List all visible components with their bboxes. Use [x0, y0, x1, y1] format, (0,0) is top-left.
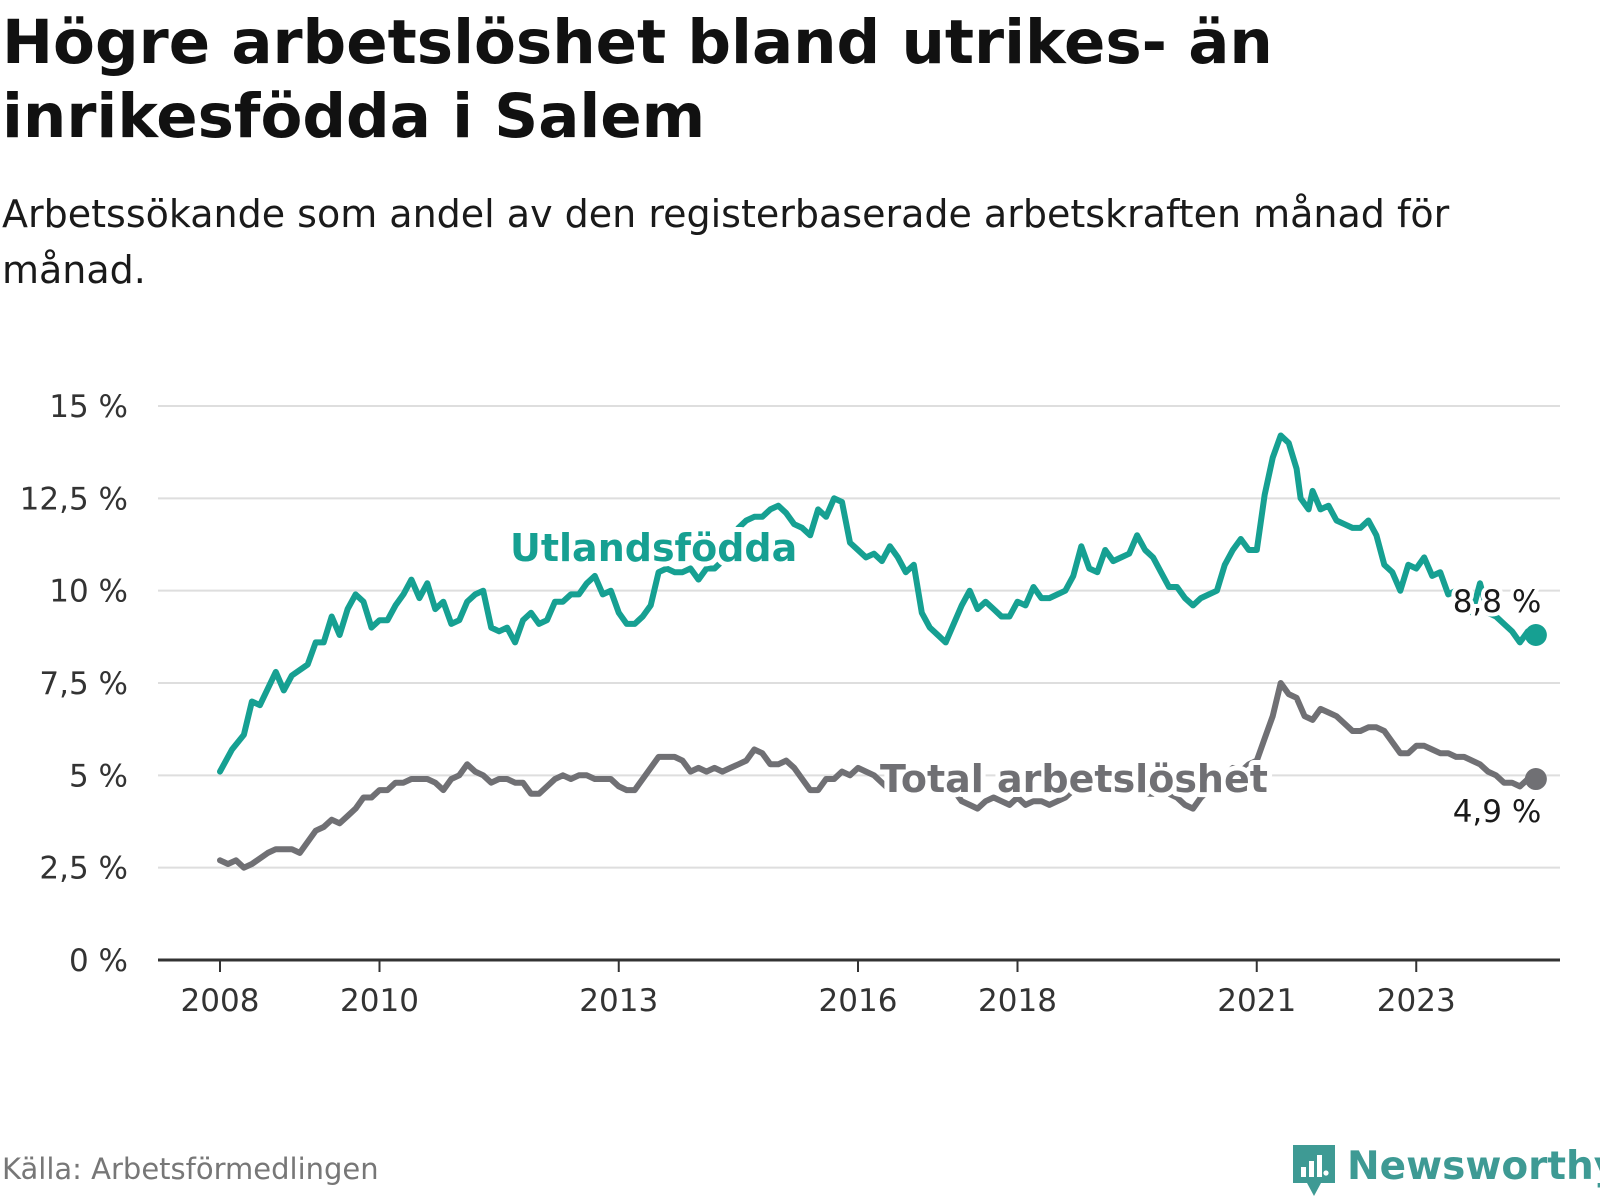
- y-axis-tick-labels: 0 % 2,5 % 5 % 7,5 % 10 % 12,5 % 15 %: [20, 389, 128, 979]
- x-tick-label: 2021: [1217, 983, 1296, 1019]
- x-tick-label: 2008: [181, 983, 260, 1019]
- y-tick-label: 15 %: [49, 389, 128, 425]
- chart-title: Högre arbetslöshet bland utrikes- än inr…: [2, 7, 1273, 152]
- series-line-utlandsfodda: [217, 432, 1539, 775]
- x-axis: 2008 2010 2013 2016 2018 2021 2023: [158, 958, 1560, 1019]
- brand-logo: Newsworthy: [1291, 1139, 1600, 1201]
- x-tick-label: 2010: [340, 983, 419, 1019]
- series-label-utlandsfodda: Utlandsfödda: [510, 526, 797, 570]
- series-layer: [217, 432, 1547, 871]
- chart-bubble-icon: [1293, 1145, 1335, 1196]
- y-tick-label: 5 %: [69, 758, 128, 794]
- y-tick-label: 10 %: [49, 574, 128, 610]
- x-tick-label: 2018: [978, 983, 1057, 1019]
- y-tick-label: 12,5 %: [20, 481, 128, 517]
- chart-subtitle: Arbetssökande som andel av den registerb…: [2, 192, 1450, 292]
- x-tick-label: 2016: [819, 983, 898, 1019]
- end-label-total: 4,9 %: [1453, 794, 1542, 830]
- series-label-total: Total arbetslöshet: [880, 757, 1268, 801]
- series-end-point: [1524, 623, 1547, 646]
- series-end-point: [1524, 768, 1547, 791]
- y-tick-label: 7,5 %: [39, 666, 128, 702]
- x-tick-label: 2013: [579, 983, 658, 1019]
- brand-name: Newsworthy: [1347, 1144, 1600, 1189]
- source-note: Källa: Arbetsförmedlingen: [2, 1152, 379, 1186]
- grid-lines: [158, 405, 1560, 869]
- series-labels: Utlandsfödda Total arbetslöshet 8,8 % 4,9 %: [505, 521, 1545, 834]
- series-line-total: [217, 680, 1539, 871]
- y-tick-label: 2,5 %: [39, 851, 128, 887]
- y-tick-label: 0 %: [69, 943, 128, 979]
- end-label-utlandsfodda: 8,8 %: [1453, 584, 1542, 620]
- x-tick-label: 2023: [1377, 983, 1456, 1019]
